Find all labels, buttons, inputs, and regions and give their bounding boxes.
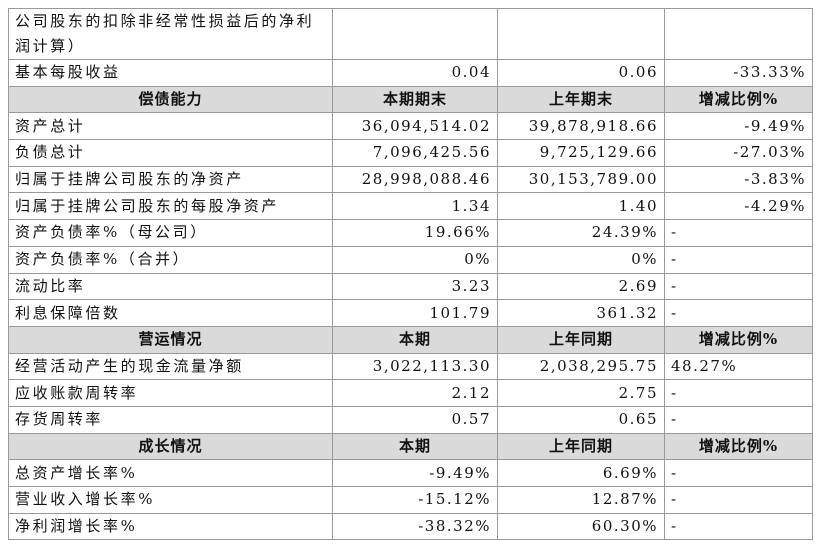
cell: 1.40 [497, 192, 665, 221]
cell: - [664, 486, 813, 514]
cell: 增减比例% [664, 325, 813, 354]
cell: - [664, 299, 813, 327]
cell: -33.33% [664, 59, 813, 87]
cell [497, 8, 665, 60]
cell: - [664, 272, 813, 301]
data-row: 归属于挂牌公司股东的每股净资产 1.34 1.40 -4.29% [8, 192, 813, 221]
row-label: 资产负债率%（母公司） [8, 219, 333, 247]
cell: 7,096,425.56 [332, 139, 498, 167]
cell [664, 8, 813, 60]
cell: 0.04 [332, 59, 498, 87]
data-row: 资产总计 36,094,514.02 39,878,918.66 -9.49% [8, 112, 813, 141]
cell: -38.32% [332, 512, 498, 541]
data-row: 资产负债率%（母公司） 19.66% 24.39% - [8, 219, 813, 247]
row-label: 公司股东的扣除非经常性损益后的净利润计算） [8, 8, 333, 60]
row-label: 利息保障倍数 [8, 299, 333, 327]
cell: -9.49% [332, 459, 498, 487]
data-row: 资产负债率%（合并） 0% 0% - [8, 245, 813, 274]
cell: 2,038,295.75 [497, 352, 665, 381]
row-label: 净利润增长率% [8, 512, 333, 541]
cell [332, 8, 498, 60]
cell: 361.32 [497, 299, 665, 327]
table-body: 公司股东的扣除非经常性损益后的净利润计算） 基本每股收益 0.04 0.06 -33.3… [8, 8, 813, 541]
cell: 19.66% [332, 219, 498, 247]
cell: 上年同期 [497, 432, 665, 461]
data-row: 利息保障倍数 101.79 361.32- [8, 299, 813, 327]
cell: 39,878,918.66 [497, 112, 665, 141]
data-row: 总资产增长率% -9.49% 6.69% - [8, 459, 813, 487]
cell: 6.69% [497, 459, 665, 487]
data-row: 负债总计 7,096,425.56 9,725,129.66 -27.03% [8, 139, 813, 167]
row-label: 流动比率 [8, 272, 333, 301]
cell: - [664, 459, 813, 487]
cell: 3.23 [332, 272, 498, 301]
cell: -27.03% [664, 139, 813, 167]
data-row: 应收账款周转率 2.12 2.75- [8, 379, 813, 407]
row-label: 成长情况 [8, 432, 333, 461]
row-label: 营业收入增长率% [8, 486, 333, 514]
row-label: 负债总计 [8, 139, 333, 167]
row-label: 归属于挂牌公司股东的每股净资产 [8, 192, 333, 221]
header-row: 营运情况 本期 上年同期 增减比例% [8, 325, 813, 354]
cell: 0.65 [497, 405, 665, 434]
cell: 36,094,514.02 [332, 112, 498, 141]
data-row: 经营活动产生的现金流量净额 3,022,113.30 2,038,295.75 48.… [8, 352, 813, 381]
data-row: 公司股东的扣除非经常性损益后的净利润计算） [8, 8, 813, 60]
cell: 28,998,088.46 [332, 165, 498, 194]
data-row: 基本每股收益 0.04 0.06 -33.33% [8, 59, 813, 87]
row-label: 营运情况 [8, 325, 333, 354]
cell: 48.27% [664, 352, 813, 381]
cell: 9,725,129.66 [497, 139, 665, 167]
cell: 增减比例% [664, 85, 813, 114]
data-row: 存货周转率 0.57 0.65- [8, 405, 813, 434]
cell: 上年同期 [497, 325, 665, 354]
data-row: 流动比率 3.23 2.69- [8, 272, 813, 301]
cell: 0% [497, 245, 665, 274]
financial-table: 公司股东的扣除非经常性损益后的净利润计算） 基本每股收益 0.04 0.06 -33.3… [8, 8, 813, 541]
data-row: 净利润增长率% -38.32% 60.30% - [8, 512, 813, 541]
data-row: 归属于挂牌公司股东的净资产 28,998,088.46 30,153,789.00-… [8, 165, 813, 194]
cell: 101.79 [332, 299, 498, 327]
cell: 本期期末 [332, 85, 498, 114]
cell: 3,022,113.30 [332, 352, 498, 381]
cell: -15.12% [332, 486, 498, 514]
row-label: 总资产增长率% [8, 459, 333, 487]
cell: 上年期末 [497, 85, 665, 114]
cell: -9.49% [664, 112, 813, 141]
header-row: 成长情况 本期 上年同期 增减比例% [8, 432, 813, 461]
cell: 60.30% [497, 512, 665, 541]
cell: 0.57 [332, 405, 498, 434]
row-label: 资产总计 [8, 112, 333, 141]
row-label: 偿债能力 [8, 85, 333, 114]
cell: 2.75 [497, 379, 665, 407]
cell: 0.06 [497, 59, 665, 87]
cell: 2.12 [332, 379, 498, 407]
cell: 增减比例% [664, 432, 813, 461]
row-label: 归属于挂牌公司股东的净资产 [8, 165, 333, 194]
cell: 0% [332, 245, 498, 274]
row-label: 经营活动产生的现金流量净额 [8, 352, 333, 381]
cell: -3.83% [664, 165, 813, 194]
cell: 30,153,789.00 [497, 165, 665, 194]
cell: - [664, 512, 813, 541]
cell: 本期 [332, 325, 498, 354]
cell: 2.69 [497, 272, 665, 301]
row-label: 应收账款周转率 [8, 379, 333, 407]
data-row: 营业收入增长率% -15.12% 12.87% - [8, 486, 813, 514]
cell: 本期 [332, 432, 498, 461]
cell: 12.87% [497, 486, 665, 514]
row-label: 资产负债率%（合并） [8, 245, 333, 274]
cell: - [664, 219, 813, 247]
row-label: 存货周转率 [8, 405, 333, 434]
cell: - [664, 379, 813, 407]
cell: - [664, 245, 813, 274]
cell: 24.39% [497, 219, 665, 247]
cell: 1.34 [332, 192, 498, 221]
header-row: 偿债能力 本期期末 上年期末 增减比例% [8, 85, 813, 114]
row-label: 基本每股收益 [8, 59, 333, 87]
cell: -4.29% [664, 192, 813, 221]
cell: - [664, 405, 813, 434]
